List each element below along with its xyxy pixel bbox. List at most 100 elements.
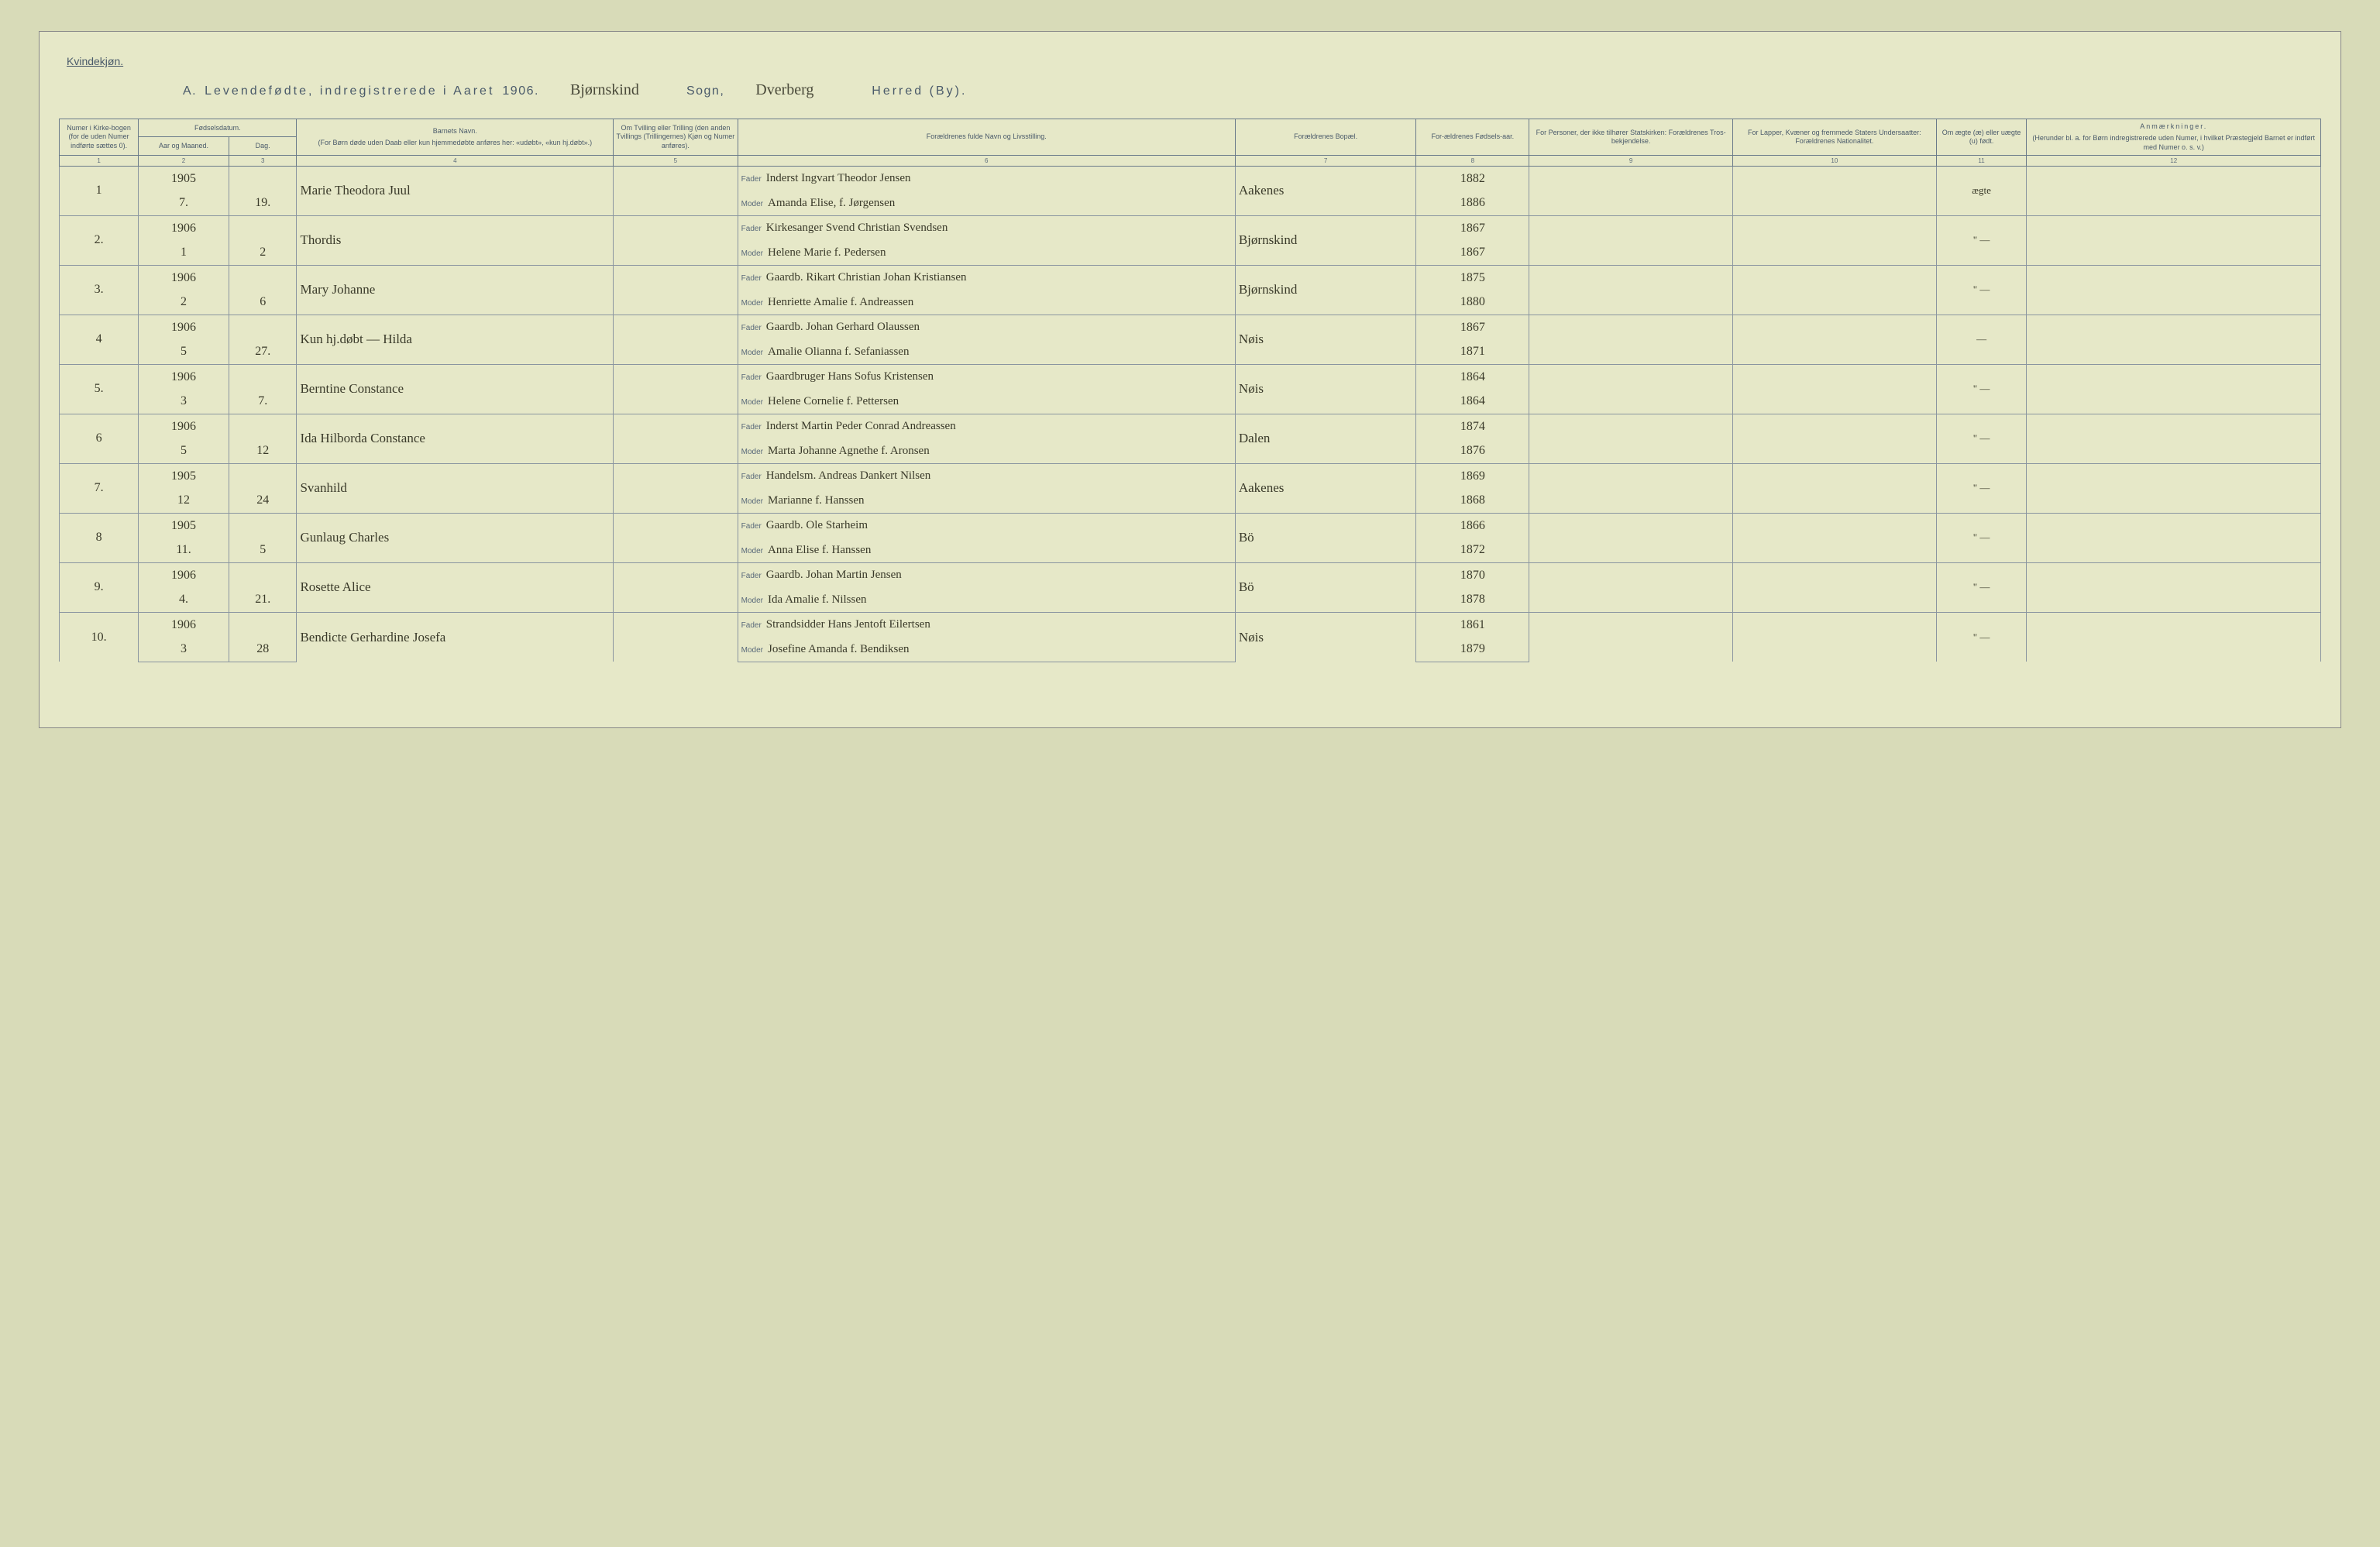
cell-mother-year: 1868 (1416, 488, 1529, 513)
cell-twin (614, 364, 738, 414)
cell-year: 1906 (139, 315, 229, 339)
cell-twin (614, 513, 738, 562)
cell-number: 6 (60, 414, 139, 463)
cell-number: 5. (60, 364, 139, 414)
cell-father-year: 1861 (1416, 612, 1529, 637)
cell-mother-year: 1872 (1416, 538, 1529, 562)
title-main: Levendefødte, indregistrerede i Aaret (205, 84, 494, 98)
cell-number: 3. (60, 265, 139, 315)
cell-child-name: Svanhild (297, 463, 614, 513)
table-body: 11905Marie Theodora JuulFaderInderst Ing… (60, 166, 2321, 662)
cell-remarks (2027, 364, 2321, 414)
cell-number: 8 (60, 513, 139, 562)
cell-year: 1905 (139, 513, 229, 538)
cell-day: 5 (229, 538, 297, 562)
cell-number: 9. (60, 562, 139, 612)
cell-child-name: Gunlaug Charles (297, 513, 614, 562)
cell-confession (1529, 315, 1733, 364)
cell-legitimacy: " — (1936, 513, 2027, 562)
cell-nationality (1733, 166, 1937, 215)
cell-twin (614, 215, 738, 265)
cell-father: FaderInderst Ingvart Theodor Jensen (738, 166, 1235, 191)
table-row: 11905Marie Theodora JuulFaderInderst Ing… (60, 166, 2321, 191)
col-header-residence: Forældrenes Bopæl. (1235, 119, 1416, 156)
cell-mother: ModerAmalie Olianna f. Sefaniassen (738, 339, 1235, 364)
col-header-nationality: For Lapper, Kvæner og fremmede Staters U… (1733, 119, 1937, 156)
cell-father: FaderHandelsm. Andreas Dankert Nilsen (738, 463, 1235, 488)
cell-day-blank (229, 513, 297, 538)
cell-twin (614, 612, 738, 662)
cell-confession (1529, 265, 1733, 315)
cell-day: 28 (229, 637, 297, 662)
cell-nationality (1733, 265, 1937, 315)
cell-mother: ModerHelene Cornelie f. Pettersen (738, 389, 1235, 414)
cell-father: FaderGaardb. Ole Starheim (738, 513, 1235, 538)
cell-father: FaderGaardb. Johan Gerhard Olaussen (738, 315, 1235, 339)
cell-remarks (2027, 215, 2321, 265)
cell-mother: ModerAmanda Elise, f. Jørgensen (738, 191, 1235, 215)
cell-mother-year: 1886 (1416, 191, 1529, 215)
cell-day: 12 (229, 438, 297, 463)
cell-nationality (1733, 612, 1937, 662)
col-header-day: Dag. (229, 137, 297, 155)
cell-mother: ModerAnna Elise f. Hanssen (738, 538, 1235, 562)
gender-label: Kvindekjøn. (67, 55, 2321, 67)
cell-day-blank (229, 215, 297, 240)
cell-remarks (2027, 315, 2321, 364)
col-header-parents: Forældrenes fulde Navn og Livsstilling. (738, 119, 1235, 156)
cell-nationality (1733, 215, 1937, 265)
cell-father-year: 1866 (1416, 513, 1529, 538)
cell-twin (614, 562, 738, 612)
col-header-birthdate: Fødselsdatum. (139, 119, 297, 137)
col-header-number: Numer i Kirke-bogen (for de uden Numer i… (60, 119, 139, 156)
cell-mother: ModerMarianne f. Hanssen (738, 488, 1235, 513)
cell-father: FaderInderst Martin Peder Conrad Andreas… (738, 414, 1235, 438)
col-header-remarks: Anmærkninger. (Herunder bl. a. for Børn … (2027, 119, 2321, 156)
table-header: Numer i Kirke-bogen (for de uden Numer i… (60, 119, 2321, 167)
cell-child-name: Bendicte Gerhardine Josefa (297, 612, 614, 662)
cell-father: FaderKirkesanger Svend Christian Svendse… (738, 215, 1235, 240)
cell-twin (614, 265, 738, 315)
title-prefix: A. (183, 84, 197, 98)
cell-residence: Dalen (1235, 414, 1416, 463)
cell-residence: Nøis (1235, 315, 1416, 364)
table-row: 7.1905SvanhildFaderHandelsm. Andreas Dan… (60, 463, 2321, 488)
cell-residence: Aakenes (1235, 463, 1416, 513)
cell-year: 1906 (139, 215, 229, 240)
col-header-parent-birthyear: For-ældrenes Fødsels-aar. (1416, 119, 1529, 156)
cell-father-year: 1882 (1416, 166, 1529, 191)
cell-mother: ModerMarta Johanne Agnethe f. Aronsen (738, 438, 1235, 463)
cell-year: 1905 (139, 463, 229, 488)
cell-day: 2 (229, 240, 297, 265)
cell-child-name: Mary Johanne (297, 265, 614, 315)
cell-nationality (1733, 414, 1937, 463)
cell-legitimacy: " — (1936, 215, 2027, 265)
cell-confession (1529, 562, 1733, 612)
cell-mother-year: 1871 (1416, 339, 1529, 364)
herred-label: Herred (By). (872, 84, 967, 98)
cell-day-blank (229, 166, 297, 191)
cell-day-blank (229, 265, 297, 290)
cell-year: 1906 (139, 364, 229, 389)
cell-month: 7. (139, 191, 229, 215)
cell-residence: Aakenes (1235, 166, 1416, 215)
cell-day-blank (229, 315, 297, 339)
cell-number: 4 (60, 315, 139, 364)
cell-child-name: Marie Theodora Juul (297, 166, 614, 215)
sogn-label: Sogn, (686, 84, 724, 98)
cell-legitimacy: " — (1936, 562, 2027, 612)
table-row: 10.1906Bendicte Gerhardine JosefaFaderSt… (60, 612, 2321, 637)
cell-day-blank (229, 414, 297, 438)
cell-mother-year: 1878 (1416, 587, 1529, 612)
cell-remarks (2027, 265, 2321, 315)
table-row: 9.1906Rosette AliceFaderGaardb. Johan Ma… (60, 562, 2321, 587)
cell-confession (1529, 215, 1733, 265)
cell-number: 10. (60, 612, 139, 662)
cell-child-name: Berntine Constance (297, 364, 614, 414)
cell-child-name: Rosette Alice (297, 562, 614, 612)
cell-residence: Bjørnskind (1235, 265, 1416, 315)
col-header-childname: Barnets Navn. (For Børn døde uden Daab e… (297, 119, 614, 156)
cell-month: 4. (139, 587, 229, 612)
table-row: 61906Ida Hilborda ConstanceFaderInderst … (60, 414, 2321, 438)
cell-father-year: 1864 (1416, 364, 1529, 389)
